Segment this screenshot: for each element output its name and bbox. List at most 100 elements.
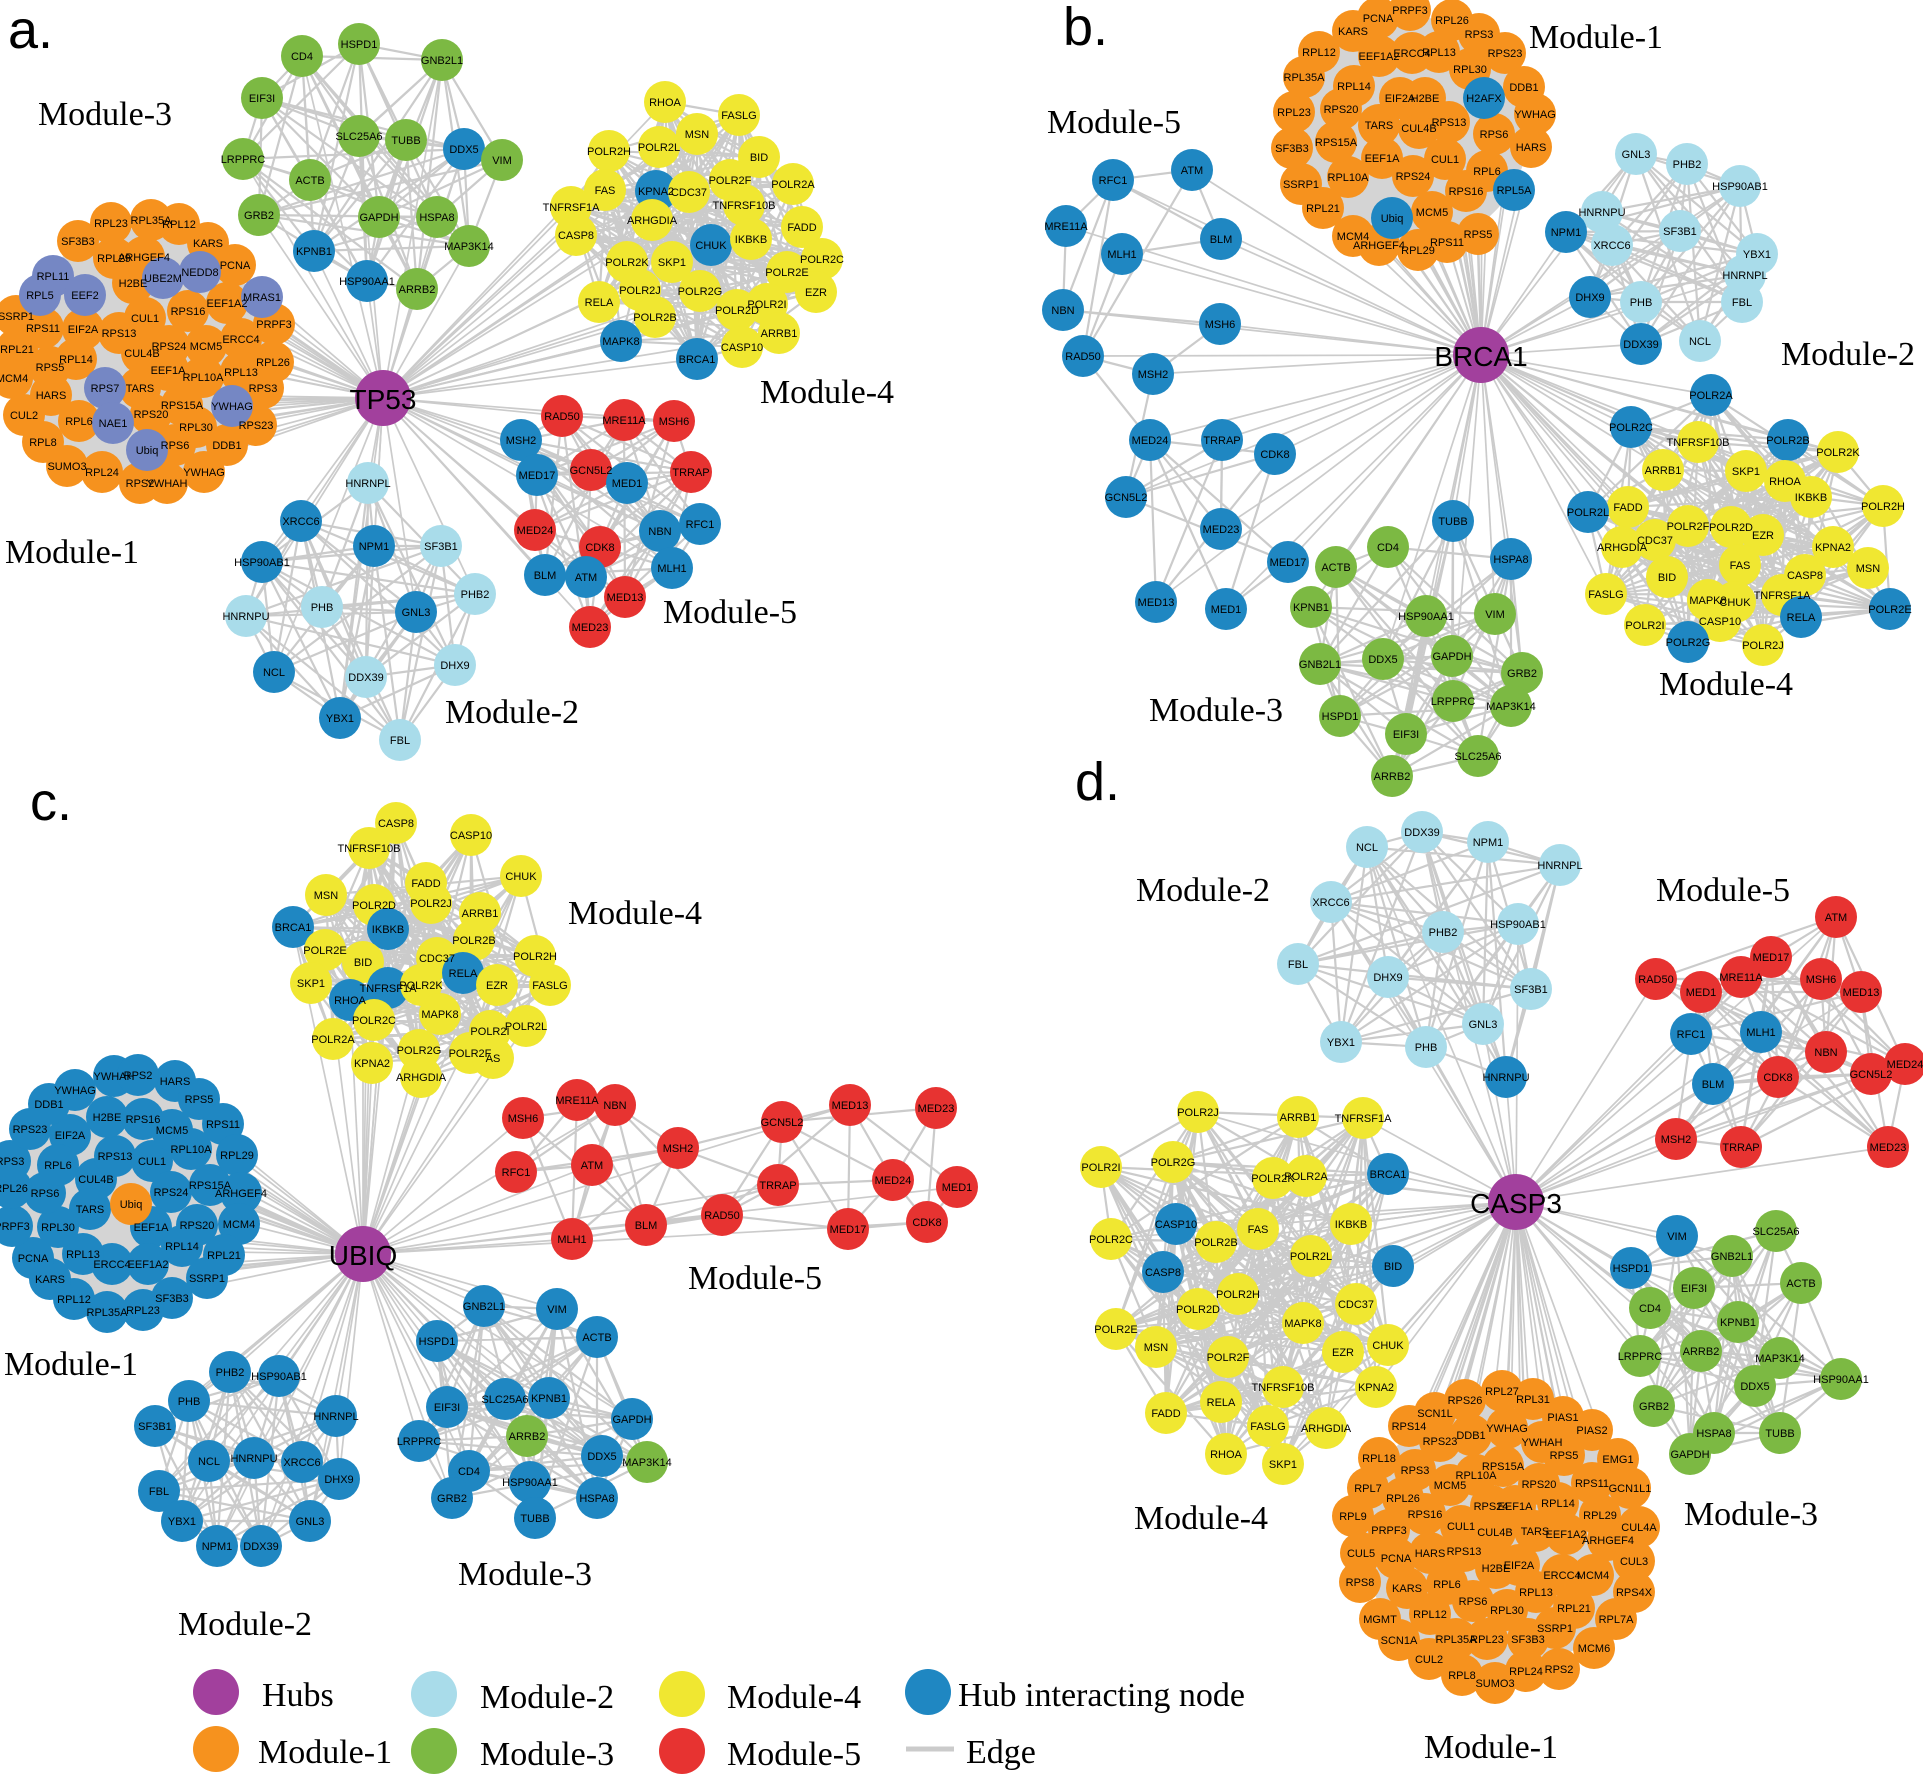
svg-text:CHUK: CHUK	[695, 240, 727, 252]
svg-text:H2BE: H2BE	[119, 278, 148, 290]
svg-text:PHB2: PHB2	[461, 589, 490, 601]
svg-text:HSPD1: HSPD1	[419, 1336, 456, 1348]
svg-text:ERCC4: ERCC4	[1543, 1570, 1580, 1582]
svg-text:RPS23: RPS23	[13, 1124, 48, 1136]
svg-text:EEF1A: EEF1A	[151, 365, 187, 377]
svg-text:MED23: MED23	[918, 1103, 955, 1115]
svg-text:XRCC6: XRCC6	[282, 516, 319, 528]
svg-text:TNFRSF1A: TNFRSF1A	[360, 983, 418, 995]
svg-text:RPL8: RPL8	[1448, 1670, 1476, 1682]
svg-text:POLR2B: POLR2B	[1766, 435, 1809, 447]
svg-text:EEF1A: EEF1A	[1498, 1501, 1534, 1513]
svg-text:TP53: TP53	[350, 384, 417, 415]
svg-text:RPS23: RPS23	[1488, 48, 1523, 60]
svg-text:CASP10: CASP10	[1155, 1219, 1197, 1231]
svg-text:MSH6: MSH6	[1205, 319, 1236, 331]
svg-text:RPL8: RPL8	[29, 437, 57, 449]
svg-text:MAP3K14: MAP3K14	[1486, 701, 1536, 713]
svg-text:CASP3: CASP3	[1470, 1188, 1562, 1219]
svg-text:Ubiq: Ubiq	[120, 1199, 143, 1211]
svg-text:HNRNPU: HNRNPU	[230, 1453, 277, 1465]
svg-text:HARS: HARS	[36, 390, 67, 402]
svg-text:YBX1: YBX1	[1327, 1037, 1355, 1049]
svg-text:H2AFX: H2AFX	[1466, 93, 1502, 105]
svg-text:RPS15A: RPS15A	[1482, 1461, 1525, 1473]
svg-text:ARRB1: ARRB1	[761, 328, 798, 340]
svg-text:RHOA: RHOA	[334, 995, 366, 1007]
svg-text:RPL10A: RPL10A	[1456, 1470, 1498, 1482]
svg-text:GRB2: GRB2	[1507, 668, 1537, 680]
svg-text:RPL7A: RPL7A	[1599, 1614, 1635, 1626]
svg-text:RPL21: RPL21	[1306, 203, 1340, 215]
svg-text:MRE11A: MRE11A	[1719, 972, 1763, 984]
svg-text:CUL1: CUL1	[138, 1156, 166, 1168]
svg-text:Module-4: Module-4	[760, 374, 894, 411]
svg-text:FADD: FADD	[787, 222, 816, 234]
svg-text:POLR2C: POLR2C	[352, 1015, 396, 1027]
svg-text:H2BE: H2BE	[1411, 93, 1440, 105]
svg-text:RPS15A: RPS15A	[1315, 137, 1358, 149]
svg-text:RPS20: RPS20	[1324, 104, 1359, 116]
svg-text:TNFRSF10B: TNFRSF10B	[1667, 437, 1730, 449]
svg-text:NBN: NBN	[1051, 305, 1074, 317]
svg-text:EIF2A: EIF2A	[55, 1130, 86, 1142]
svg-text:Module-5: Module-5	[663, 594, 797, 631]
svg-text:POLR2B: POLR2B	[1194, 1237, 1237, 1249]
svg-text:CUL1: CUL1	[1431, 154, 1459, 166]
svg-text:MLH1: MLH1	[1746, 1027, 1775, 1039]
svg-text:BLM: BLM	[1210, 234, 1233, 246]
svg-text:MRE11A: MRE11A	[555, 1095, 599, 1107]
svg-text:MSN: MSN	[314, 890, 339, 902]
svg-text:NPM1: NPM1	[1473, 837, 1504, 849]
svg-text:POLR2F: POLR2F	[1207, 1352, 1250, 1364]
svg-text:RPS11: RPS11	[26, 323, 60, 335]
svg-text:GAPDH: GAPDH	[1670, 1449, 1709, 1461]
svg-text:RPL10A: RPL10A	[1328, 172, 1370, 184]
svg-text:DDX5: DDX5	[1368, 654, 1397, 666]
svg-text:SCN1L: SCN1L	[1417, 1408, 1452, 1420]
svg-text:RPL12: RPL12	[1413, 1609, 1447, 1621]
svg-text:Module-3: Module-3	[1149, 692, 1283, 729]
svg-text:MED24: MED24	[1132, 435, 1169, 447]
svg-text:DDX39: DDX39	[243, 1541, 278, 1553]
svg-text:RPS6: RPS6	[1480, 129, 1509, 141]
svg-text:Module-2: Module-2	[480, 1679, 614, 1716]
svg-text:GAPDH: GAPDH	[359, 212, 398, 224]
svg-text:HSP90AA1: HSP90AA1	[1813, 1374, 1869, 1386]
svg-text:RPL5: RPL5	[26, 290, 54, 302]
svg-text:RPL13: RPL13	[224, 367, 258, 379]
svg-text:HSP90AA1: HSP90AA1	[1398, 611, 1454, 623]
svg-text:PRPF3: PRPF3	[0, 1221, 30, 1233]
svg-text:CASP10: CASP10	[450, 830, 492, 842]
svg-text:ARHGEF4: ARHGEF4	[118, 252, 170, 264]
svg-text:CD4: CD4	[458, 1466, 480, 1478]
svg-text:HSPA8: HSPA8	[1696, 1428, 1731, 1440]
svg-text:POLR2L: POLR2L	[638, 142, 680, 154]
svg-text:MRE11A: MRE11A	[1044, 221, 1088, 233]
svg-text:MED13: MED13	[1843, 987, 1880, 999]
svg-text:RPS20: RPS20	[180, 1220, 215, 1232]
svg-text:SKP1: SKP1	[1732, 466, 1760, 478]
svg-text:POLR2A: POLR2A	[1689, 390, 1733, 402]
svg-text:RPS16: RPS16	[171, 306, 206, 318]
svg-text:KPNA2: KPNA2	[354, 1058, 390, 1070]
svg-text:RPL35A: RPL35A	[87, 1307, 129, 1319]
svg-text:VIM: VIM	[1485, 609, 1505, 621]
svg-text:MSH6: MSH6	[659, 416, 690, 428]
svg-text:SSRP1: SSRP1	[1537, 1623, 1573, 1635]
svg-text:SF3B1: SF3B1	[1663, 226, 1697, 238]
svg-text:SUMO3: SUMO3	[47, 461, 86, 473]
svg-text:RELA: RELA	[585, 297, 614, 309]
svg-text:MCM4: MCM4	[1577, 1570, 1609, 1582]
svg-text:ARHGDIA: ARHGDIA	[1301, 1423, 1352, 1435]
svg-text:MED23: MED23	[1203, 524, 1240, 536]
svg-text:POLR2G: POLR2G	[1666, 637, 1711, 649]
svg-text:ARHGDIA: ARHGDIA	[396, 1072, 447, 1084]
svg-text:SSRP1: SSRP1	[1283, 179, 1319, 191]
svg-text:Module-4: Module-4	[1659, 666, 1793, 703]
svg-text:EEF2: EEF2	[71, 290, 99, 302]
svg-text:GCN5L2: GCN5L2	[570, 465, 613, 477]
svg-text:POLR2E: POLR2E	[1868, 604, 1911, 616]
svg-text:POLR2H: POLR2H	[587, 146, 631, 158]
svg-text:TNFRSF10B: TNFRSF10B	[1252, 1382, 1315, 1394]
